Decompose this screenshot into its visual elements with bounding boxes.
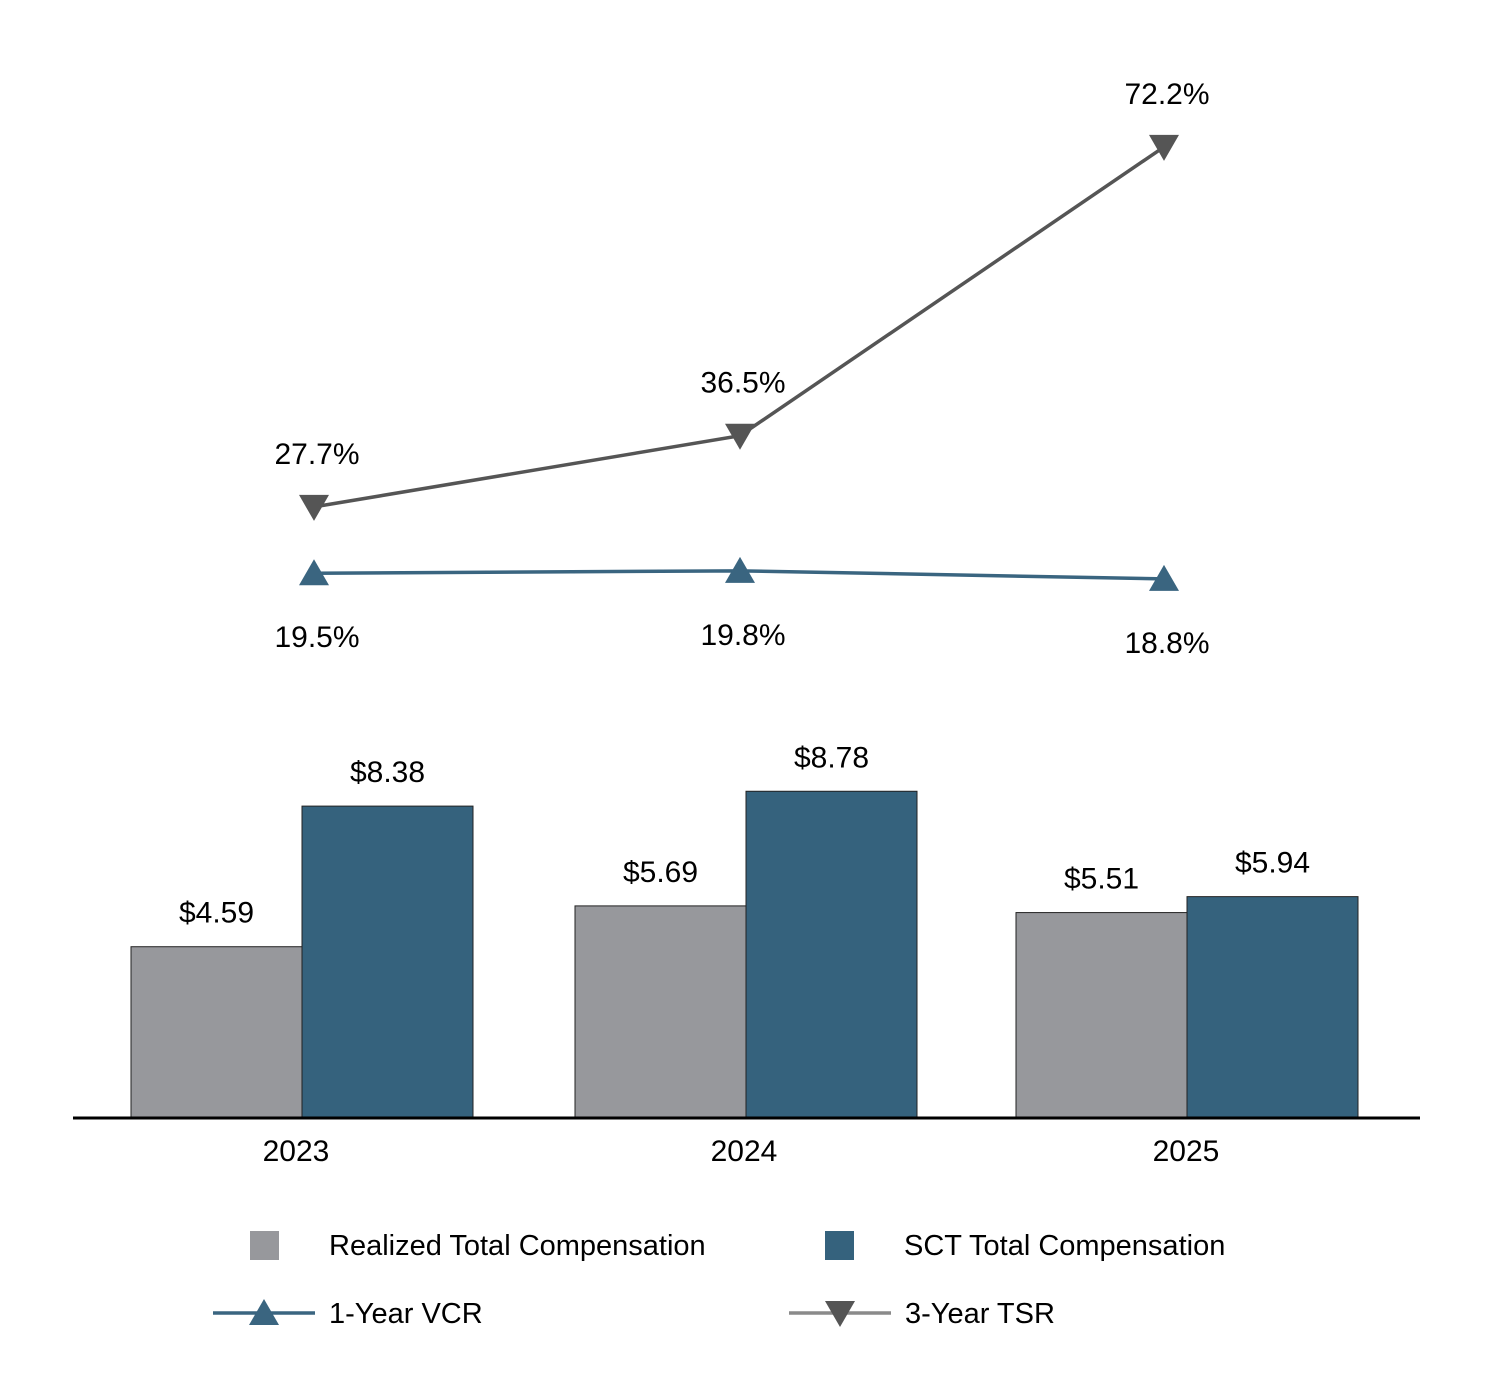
- x-tick-label: 2025: [1153, 1135, 1220, 1168]
- bar-realized-2023: [130, 946, 303, 1118]
- line-data-label: 72.2%: [1124, 78, 1209, 111]
- line-data-label: 18.8%: [1124, 627, 1209, 660]
- legend-label: SCT Total Compensation: [904, 1230, 1225, 1262]
- x-tick-label: 2023: [263, 1135, 330, 1168]
- bar-data-label: $5.51: [1064, 863, 1139, 896]
- legend-swatch-sct: [825, 1231, 854, 1260]
- tsr-marker-2025: [1149, 134, 1179, 161]
- bar-data-label: $5.69: [623, 856, 698, 889]
- line-data-label: 19.8%: [700, 619, 785, 652]
- bar-sct-2023: [301, 805, 474, 1118]
- legend-marker-vcr: [249, 1299, 279, 1325]
- vcr-marker-2023: [299, 559, 329, 586]
- vcr-marker-2025: [1149, 564, 1179, 591]
- bar-data-label: $4.59: [179, 897, 254, 930]
- line-data-label: 36.5%: [700, 367, 785, 400]
- x-tick-label: 2024: [711, 1135, 778, 1168]
- bar-realized-2024: [574, 905, 747, 1118]
- legend-label: 1-Year VCR: [329, 1298, 483, 1330]
- legend-label: 3-Year TSR: [905, 1298, 1055, 1330]
- bar-data-label: $8.78: [794, 741, 869, 774]
- legend-marker-tsr: [825, 1301, 855, 1327]
- line-data-label: 27.7%: [274, 438, 359, 471]
- bar-realized-2025: [1015, 912, 1188, 1118]
- line-data-label: 19.5%: [274, 621, 359, 654]
- bar-data-label: $5.94: [1235, 847, 1310, 880]
- bar-sct-2024: [745, 790, 918, 1118]
- tsr-marker-2023: [299, 494, 329, 521]
- legend-label: Realized Total Compensation: [329, 1230, 706, 1262]
- bar-data-label: $8.38: [350, 756, 425, 789]
- vcr-marker-2024: [725, 556, 755, 583]
- legend-swatch-realized: [250, 1231, 279, 1260]
- bar-sct-2025: [1186, 896, 1359, 1118]
- tsr-marker-2024: [725, 423, 755, 450]
- tsr-line: [313, 145, 1165, 509]
